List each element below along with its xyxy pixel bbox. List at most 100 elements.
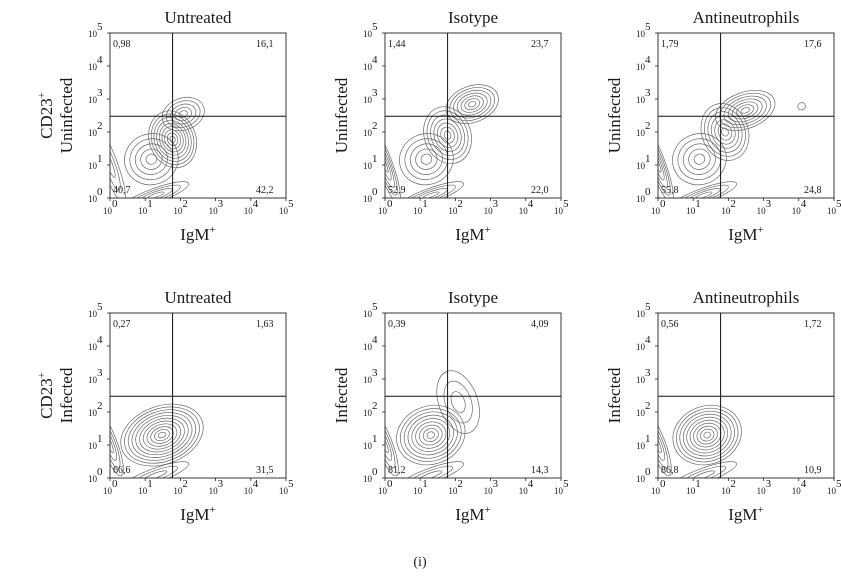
- contour-line-pop2-level4: [693, 422, 722, 448]
- contour-line-pop2-level1: [426, 431, 435, 439]
- y-tick-label: 105: [636, 301, 651, 319]
- contour-line-pop2-level2: [154, 429, 170, 442]
- contour-line-pop5-level4: [670, 181, 737, 198]
- contour-line-pop5-level4: [122, 181, 189, 198]
- contour-line-pop1-level2: [658, 429, 666, 461]
- y-axis-label-line-1: Uninfected: [332, 77, 351, 153]
- y-axis-label-line-1: Infected: [332, 367, 351, 423]
- panel-title: Untreated: [164, 8, 232, 27]
- contour-line-pop1-level3: [385, 421, 396, 469]
- contour-line-pop3-level5: [430, 114, 466, 156]
- x-tick-label: 101: [686, 478, 701, 496]
- contour-line-pop1-level2: [385, 429, 393, 461]
- quadrant-lower-left-value: 81,2: [388, 465, 406, 476]
- y-tick-label: 102: [88, 400, 103, 418]
- x-tick-label: 105: [554, 478, 569, 496]
- quadrant-lower-left-value: 55,8: [661, 185, 679, 196]
- contour-line-pop1-level2: [110, 139, 121, 191]
- panel-title: Isotype: [448, 8, 498, 27]
- contour-line-pop4-level1: [740, 107, 750, 114]
- contour-group: [110, 96, 205, 198]
- quadrant-upper-left-value: 1,79: [661, 39, 679, 50]
- x-tick-label: 101: [413, 478, 428, 496]
- contour-line-pop2-level4: [404, 138, 449, 181]
- contour-line-pop1-level5: [385, 127, 401, 198]
- contour-line-pop5-level1: [147, 191, 165, 198]
- contour-line-pop4-level4: [727, 98, 763, 123]
- contour-line-pop5-level3: [130, 184, 181, 198]
- panel-6: 100 101 102 103 104 105 100 101 102 103 104 105 0,56…: [605, 288, 841, 524]
- contour-line-pop2-level8: [400, 408, 462, 462]
- contour-line-pop1-level3: [110, 127, 126, 198]
- contour-line-pop3-level7: [700, 103, 750, 161]
- y-tick-label: 102: [363, 400, 378, 418]
- quadrant-upper-left-value: 0,98: [113, 39, 131, 50]
- quadrant-lower-right-value: 31,5: [256, 465, 274, 476]
- contour-line-pop3-level6: [704, 107, 746, 157]
- quadrant-upper-left-value: 0,56: [661, 319, 679, 330]
- contour-line-pop2-level5: [399, 133, 454, 186]
- quadrant-upper-right-value: 4,09: [531, 319, 549, 330]
- y-tick-label: 103: [88, 87, 103, 105]
- contour-line-pop3-level1: [169, 135, 176, 143]
- x-tick-label: 101: [138, 478, 153, 496]
- quadrant-upper-right-value: 1,72: [804, 319, 822, 330]
- contour-line-pop3-level3: [122, 461, 189, 478]
- y-tick-label: 103: [363, 87, 378, 105]
- contour-line-pop2-level1: [693, 153, 706, 165]
- contour-line-pop1-level2: [110, 429, 118, 461]
- y-tick-label: 105: [88, 301, 103, 319]
- contour-line-pop3-level3: [436, 370, 480, 434]
- contour-line-pop2-level4: [677, 138, 722, 181]
- x-tick-label: 105: [827, 198, 841, 216]
- contour-line-pop4-level1: [468, 100, 477, 108]
- contour-line-pop4-level7: [445, 84, 499, 124]
- contour-line-pop3-level4: [433, 118, 462, 152]
- panel-2: 100 101 102 103 104 105 100 101 102 103 104 105 1,44…: [332, 8, 569, 244]
- quadrant-upper-right-value: 16,1: [256, 39, 274, 50]
- y-tick-label: 103: [636, 87, 651, 105]
- x-tick-label: 101: [413, 198, 428, 216]
- contour-line-pop1-level1: [110, 436, 114, 454]
- contour-group: [658, 404, 742, 478]
- contour-line-pop2-level11: [120, 403, 204, 467]
- contour-line-pop2-level5: [672, 133, 727, 186]
- contour-line-pop2-level10: [672, 404, 742, 466]
- quadrant-upper-left-value: 1,44: [388, 39, 406, 50]
- y-tick-label: 105: [88, 21, 103, 39]
- y-tick-label: 102: [636, 400, 651, 418]
- contour-line-pop2-level5: [142, 420, 182, 450]
- contour-line-pop3-level3: [436, 122, 459, 148]
- y-tick-label: 104: [636, 334, 651, 352]
- contour-line-pop2-level5: [124, 133, 179, 186]
- contour-line-pop1-level2: [658, 149, 665, 181]
- contour-line-pop4-level2: [408, 465, 454, 478]
- contour-line-pop4-level7: [715, 90, 776, 131]
- y-tick-label: 104: [363, 334, 378, 352]
- x-tick-label: 103: [484, 478, 499, 496]
- contour-line-pop2-level7: [403, 411, 458, 459]
- y-tick-label: 104: [88, 54, 103, 72]
- contour-line-pop2-level4: [146, 423, 178, 447]
- contour-line-pop3-level9: [148, 110, 197, 169]
- quadrant-lower-right-value: 42,2: [256, 185, 274, 196]
- x-tick-label: 103: [209, 478, 224, 496]
- x-tick-label: 104: [244, 198, 259, 216]
- contour-line-pop3-level3: [164, 129, 181, 150]
- quadrant-lower-left-value: 66,6: [113, 465, 131, 476]
- x-tick-label: 103: [484, 198, 499, 216]
- y-axis-label-line-1: Infected: [605, 367, 624, 423]
- contour-line-pop4-level4: [456, 92, 488, 116]
- y-tick-label: 102: [363, 120, 378, 138]
- x-tick-label: 104: [244, 478, 259, 496]
- quadrant-lower-right-value: 24,8: [804, 185, 822, 196]
- x-tick-label: 103: [757, 478, 772, 496]
- quadrant-lower-right-value: 10,9: [804, 465, 822, 476]
- contour-line-pop2-level9: [676, 407, 739, 463]
- contour-line-pop4-level6: [719, 92, 772, 129]
- plot-frame: [384, 32, 562, 199]
- contour-line-pop4-level3: [397, 461, 464, 478]
- contour-line-pop4-level2: [174, 107, 192, 122]
- contour-line-pop4-level3: [732, 101, 759, 120]
